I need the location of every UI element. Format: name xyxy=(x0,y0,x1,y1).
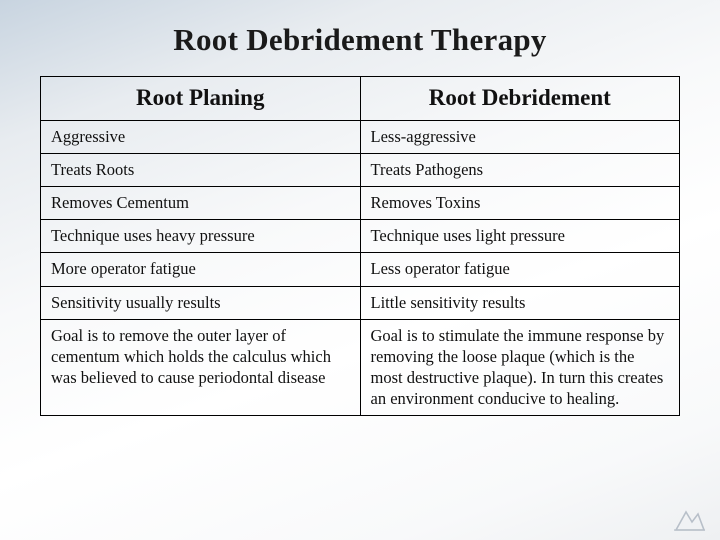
table-row: Aggressive Less-aggressive xyxy=(41,121,680,154)
table-row: Sensitivity usually results Little sensi… xyxy=(41,286,680,319)
comparison-table: Root Planing Root Debridement Aggressive… xyxy=(40,76,680,416)
table-row: Removes Cementum Removes Toxins xyxy=(41,187,680,220)
table-cell: Technique uses light pressure xyxy=(360,220,680,253)
slide-title: Root Debridement Therapy xyxy=(40,22,680,58)
table-row: Technique uses heavy pressure Technique … xyxy=(41,220,680,253)
table-cell: Removes Toxins xyxy=(360,187,680,220)
table-row: Treats Roots Treats Pathogens xyxy=(41,154,680,187)
table-cell: Aggressive xyxy=(41,121,361,154)
brand-logo-icon xyxy=(672,508,706,532)
column-header-left: Root Planing xyxy=(41,77,361,121)
table-row: More operator fatigue Less operator fati… xyxy=(41,253,680,286)
table-cell: Removes Cementum xyxy=(41,187,361,220)
table-header-row: Root Planing Root Debridement xyxy=(41,77,680,121)
table-cell: Treats Roots xyxy=(41,154,361,187)
table-cell: Technique uses heavy pressure xyxy=(41,220,361,253)
table-cell: Goal is to remove the outer layer of cem… xyxy=(41,319,361,415)
table-cell: More operator fatigue xyxy=(41,253,361,286)
table-cell: Less operator fatigue xyxy=(360,253,680,286)
table-cell: Little sensitivity results xyxy=(360,286,680,319)
table-cell: Goal is to stimulate the immune response… xyxy=(360,319,680,415)
slide-container: Root Debridement Therapy Root Planing Ro… xyxy=(0,0,720,540)
table-cell: Treats Pathogens xyxy=(360,154,680,187)
table-row: Goal is to remove the outer layer of cem… xyxy=(41,319,680,415)
table-cell: Sensitivity usually results xyxy=(41,286,361,319)
column-header-right: Root Debridement xyxy=(360,77,680,121)
table-cell: Less-aggressive xyxy=(360,121,680,154)
